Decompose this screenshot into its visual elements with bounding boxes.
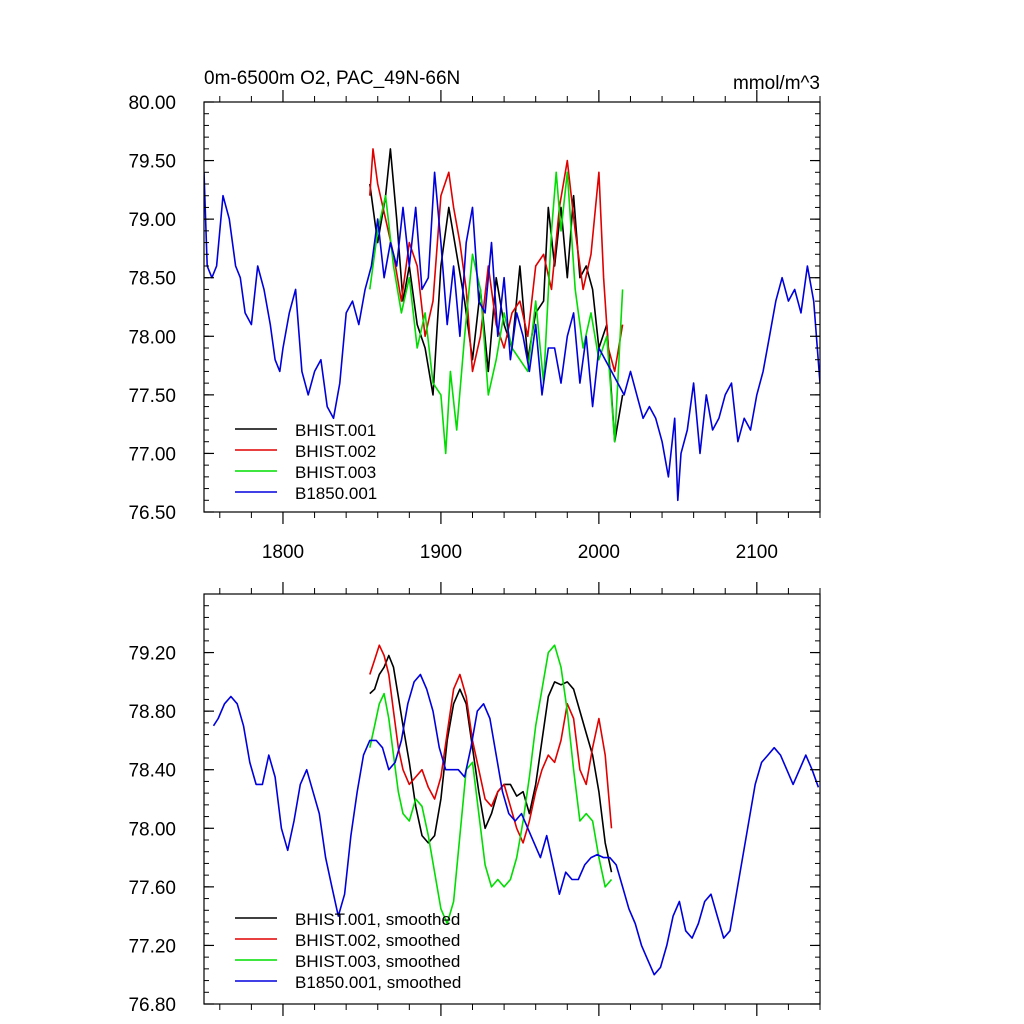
y-tick-label: 77.00: [128, 444, 176, 465]
legend-label: B1850.001, smoothed: [295, 973, 461, 992]
y-tick-label: 78.50: [128, 269, 176, 290]
y-tick-label: 80.00: [128, 93, 176, 114]
plot-frame: [203, 593, 821, 1005]
series-line-1-1: [369, 644, 613, 844]
figure-units: mmol/m^3: [733, 73, 820, 94]
legend-label: BHIST.003, smoothed: [295, 952, 460, 971]
y-tick-label: 76.80: [128, 995, 176, 1016]
x-tick-label: 2100: [736, 542, 778, 563]
y-tick-label: 77.20: [128, 936, 176, 957]
figure-title: 0m-6500m O2, PAC_49N-66N: [204, 68, 460, 89]
legend-label: BHIST.001, smoothed: [295, 910, 460, 929]
legend-label: B1850.001: [295, 484, 377, 503]
y-tick-label: 76.50: [128, 503, 176, 524]
series-line-0-3: [204, 171, 820, 502]
series-line-1-3: [212, 673, 820, 976]
legend: BHIST.001 BHIST.002 BHIST.003 B1850.001: [235, 421, 377, 503]
y-tick-label: 79.00: [128, 210, 176, 231]
legend-label: BHIST.002: [295, 442, 376, 461]
y-tick-label: 77.50: [128, 386, 176, 407]
y-tick-label: 79.50: [128, 152, 176, 173]
x-tick-label: 1900: [420, 542, 462, 563]
legend: BHIST.001, smoothed BHIST.002, smoothed BH…: [235, 910, 461, 992]
series-line-0-2: [369, 171, 624, 455]
x-tick-label: 2000: [578, 542, 620, 563]
series-line-1-2: [369, 644, 613, 925]
upper-panel: 80.00 79.50 79.00 78.50 78.00 77.50 77.00 76.50…: [128, 90, 821, 563]
plot-frame: [203, 101, 821, 513]
y-tick-label: 78.80: [128, 702, 176, 723]
legend-label: BHIST.003: [295, 463, 376, 482]
x-tick-label: 1800: [262, 542, 304, 563]
legend-label: BHIST.002, smoothed: [295, 931, 460, 950]
lower-panel: 79.20 78.80 78.40 78.00 77.60 77.20 76.80 BHIST…: [128, 582, 821, 1016]
series-line-1-0: [369, 654, 613, 873]
y-tick-label: 79.20: [128, 644, 176, 665]
y-tick-label: 78.00: [128, 327, 176, 348]
legend-label: BHIST.001: [295, 421, 376, 440]
y-tick-label: 78.00: [128, 819, 176, 840]
y-tick-label: 78.40: [128, 761, 176, 782]
y-tick-label: 77.60: [128, 878, 176, 899]
